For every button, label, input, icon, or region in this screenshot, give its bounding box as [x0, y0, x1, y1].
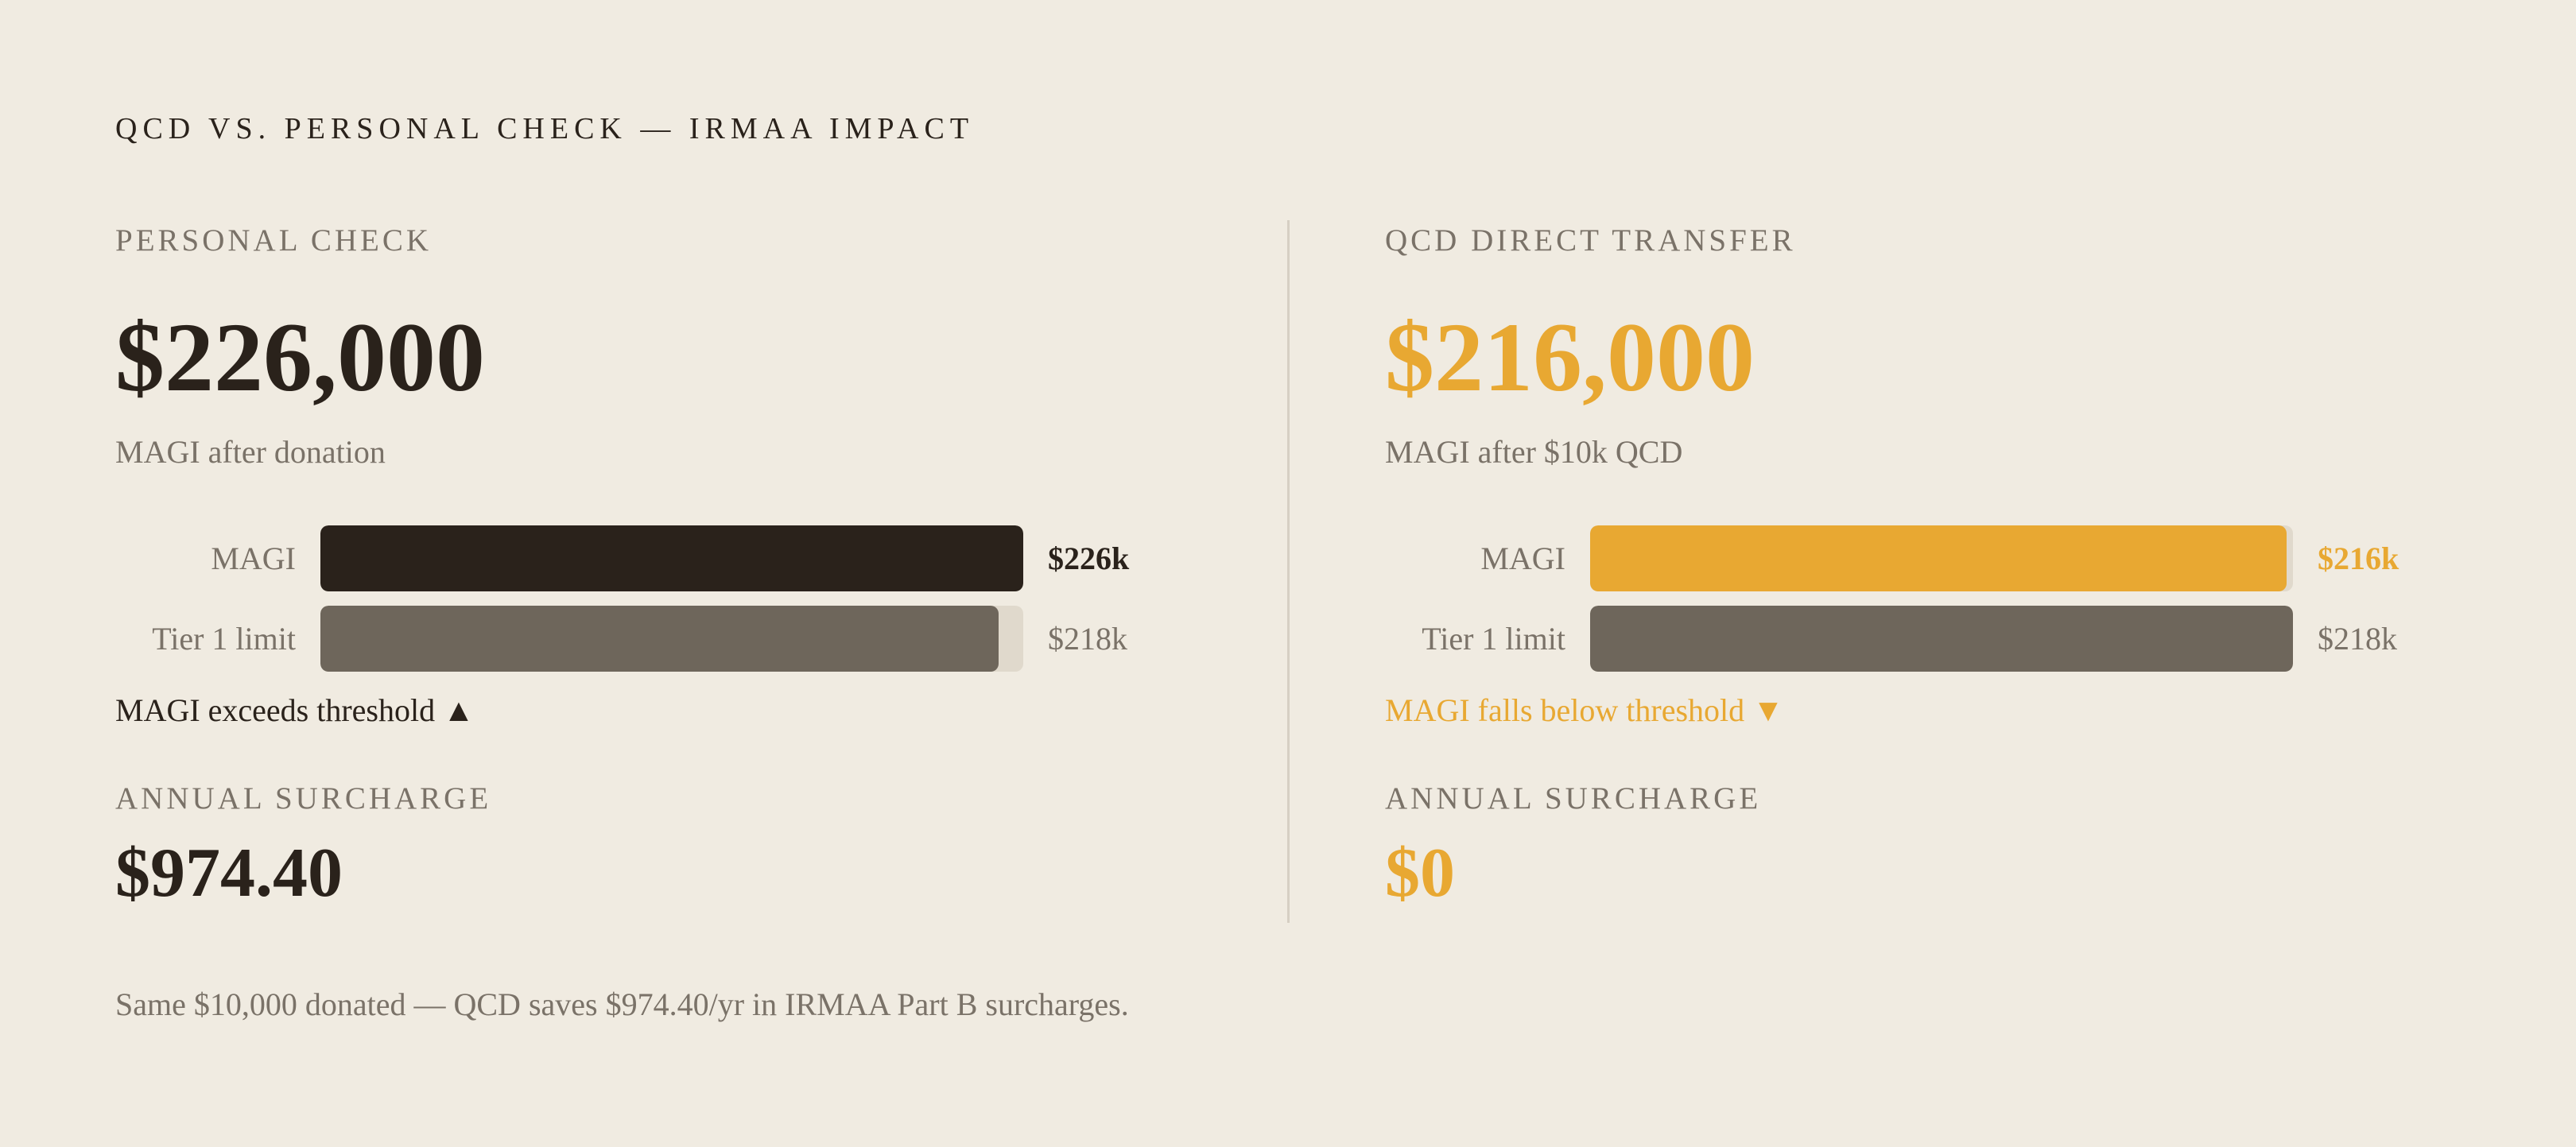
- status: MAGI exceeds threshold ▲: [115, 692, 475, 728]
- bar-label: MAGI: [1480, 541, 1565, 576]
- bar: [1590, 525, 2287, 591]
- bar-label: MAGI: [211, 541, 296, 576]
- amount: $226,000: [115, 303, 485, 412]
- bar: [1590, 606, 2293, 672]
- bar: [320, 606, 999, 672]
- surcharge: $0: [1385, 835, 1455, 912]
- amount-caption: MAGI after donation: [115, 434, 386, 470]
- bar-track: [1590, 606, 2293, 672]
- divider: [1287, 220, 1290, 923]
- bar-value-label: $226k: [1048, 541, 1130, 576]
- surcharge-label: ANNUAL SURCHARGE: [1385, 781, 1762, 816]
- status: MAGI falls below threshold ▼: [1385, 692, 1784, 728]
- title: QCD VS. PERSONAL CHECK — IRMAA IMPACT: [115, 112, 975, 145]
- bar-value-label: $218k: [2318, 621, 2397, 657]
- panel: PERSONAL CHECK $226,000 MAGI after donatio…: [115, 0, 1268, 954]
- panel-heading: PERSONAL CHECK: [115, 223, 433, 258]
- bar-value-label: $216k: [2318, 541, 2399, 576]
- footnote: Same $10,000 donated — QCD saves $974.40…: [115, 986, 1129, 1022]
- amount-caption: MAGI after $10k QCD: [1385, 434, 1683, 470]
- bar-track: [320, 525, 1023, 591]
- surcharge-label: ANNUAL SURCHARGE: [115, 781, 492, 816]
- bar-track: [1590, 525, 2293, 591]
- panel-heading: QCD DIRECT TRANSFER: [1385, 223, 1796, 258]
- bar-value-label: $218k: [1048, 621, 1127, 657]
- amount: $216,000: [1385, 303, 1755, 412]
- bar: [320, 525, 1023, 591]
- bar-track: [320, 606, 1023, 672]
- panel: QCD DIRECT TRANSFER $216,000 MAGI after $1…: [1385, 0, 2538, 954]
- bar-label: Tier 1 limit: [1422, 621, 1565, 657]
- surcharge: $974.40: [115, 835, 343, 912]
- bar-label: Tier 1 limit: [152, 621, 296, 657]
